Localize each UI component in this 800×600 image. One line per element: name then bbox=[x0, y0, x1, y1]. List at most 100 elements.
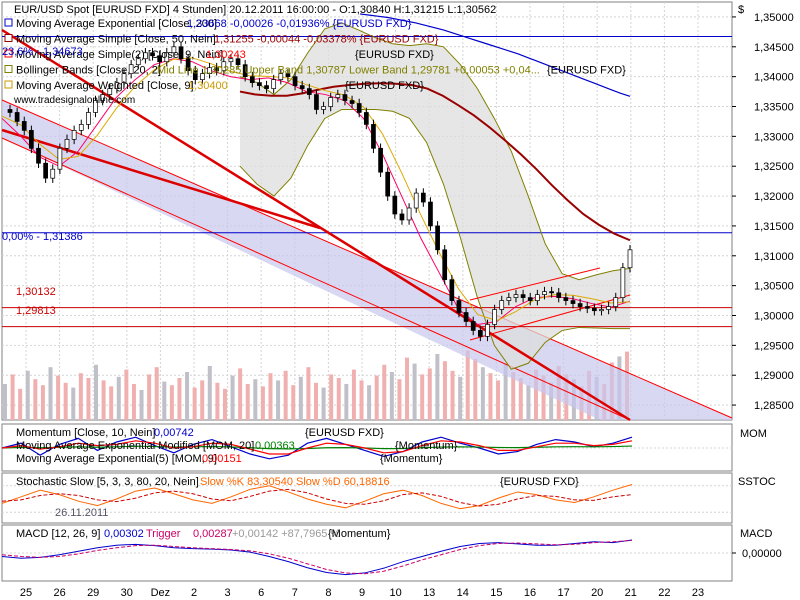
volume-bar bbox=[503, 363, 508, 420]
x-tick-label: 10 bbox=[389, 587, 401, 599]
y-tick-label: 1,31500 bbox=[754, 221, 794, 233]
candle-body bbox=[93, 100, 98, 113]
candle-body bbox=[278, 73, 284, 80]
triangle-lower-line bbox=[469, 294, 631, 341]
y-tick-label: 1,33000 bbox=[754, 131, 794, 143]
legend-value: 1,30400 bbox=[188, 80, 228, 92]
macd-pane-label: MACD bbox=[740, 528, 772, 540]
volume-bar bbox=[329, 374, 334, 420]
x-tick-label: 6 bbox=[258, 587, 264, 599]
legend-swatch bbox=[4, 65, 13, 73]
candle-body bbox=[157, 55, 163, 63]
horizontal-levels bbox=[2, 35, 732, 328]
candle-body bbox=[428, 201, 433, 227]
momentum-pane[interactable] bbox=[1, 423, 733, 472]
bollinger-upper-line bbox=[239, 22, 631, 281]
volume-bar bbox=[215, 382, 220, 420]
y-tick-label: 1,28500 bbox=[754, 400, 794, 412]
candle-body bbox=[21, 121, 27, 131]
volume-bar bbox=[435, 354, 440, 420]
candle-body bbox=[43, 162, 48, 179]
stochastic-legend-value: Slow %K 83,30540 Slow %D 60,18816 bbox=[200, 476, 390, 488]
candle-body bbox=[470, 321, 476, 331]
level-label-lower: 1,29813 bbox=[16, 305, 56, 317]
candle-body bbox=[449, 279, 455, 301]
candle-body bbox=[627, 249, 633, 269]
candle-body bbox=[527, 297, 533, 301]
y-tick-label: 1,29500 bbox=[754, 340, 794, 352]
candle-body bbox=[264, 85, 269, 89]
candle-body bbox=[577, 303, 583, 307]
volume-bar bbox=[397, 379, 402, 420]
x-tick-label: 22 bbox=[658, 587, 670, 599]
x-tick-label: 23 bbox=[692, 587, 704, 599]
candle-body bbox=[335, 94, 341, 98]
volume-bar bbox=[40, 385, 45, 420]
volume-bar bbox=[260, 386, 265, 420]
legend-label: Bollinger Bands [Close, 20, 2] bbox=[16, 65, 161, 77]
volume-bar bbox=[291, 385, 296, 420]
ema200-line bbox=[359, 13, 631, 97]
volume-bar bbox=[412, 363, 417, 420]
y-tick-label: 1,30500 bbox=[754, 281, 794, 293]
momentum-legend-label: Momentum [Close, 10, Nein] bbox=[16, 427, 155, 439]
candle-body bbox=[599, 309, 604, 312]
watermark-text: www.tradesignalonline.com bbox=[13, 95, 135, 106]
x-tick-label: 8 bbox=[325, 587, 331, 599]
legend-swatch bbox=[4, 34, 13, 42]
candle-body bbox=[50, 168, 56, 179]
stochastic-series-line bbox=[1, 484, 633, 510]
volume-bar bbox=[124, 369, 129, 420]
legend-value: Mid Line 1,30285 Upper Band 1,30787 Lowe… bbox=[157, 65, 540, 77]
stochastic-pane-label: SSTOC bbox=[738, 476, 776, 488]
volume-bar bbox=[200, 380, 205, 420]
candle-body bbox=[392, 195, 398, 215]
volume-bar bbox=[169, 385, 174, 420]
y-tick-label: 1,33500 bbox=[754, 102, 794, 114]
channel-lower-line bbox=[1, 137, 631, 421]
candle-body bbox=[549, 291, 554, 294]
macd-trigger-label: Trigger bbox=[146, 528, 181, 540]
volume-bar bbox=[230, 375, 235, 420]
channel-and-bands bbox=[1, 22, 733, 421]
x-tick-label: 20 bbox=[591, 587, 603, 599]
macd-pane[interactable] bbox=[1, 524, 733, 582]
x-tick-label: 7 bbox=[292, 587, 298, 599]
volume-bar bbox=[268, 373, 273, 420]
volume-bar bbox=[131, 384, 136, 420]
x-tick-label: 26 bbox=[53, 587, 65, 599]
momentum-pane-label: MOM bbox=[740, 428, 767, 440]
stochastic-gridlines bbox=[2, 485, 732, 513]
candle-body bbox=[235, 58, 241, 66]
macd-change-value: +0,00142 +87,7965 % bbox=[232, 528, 340, 540]
volume-bar bbox=[245, 384, 250, 420]
volume-bar bbox=[86, 378, 91, 420]
price-pane[interactable] bbox=[1, 1, 733, 581]
stochastic-pane[interactable] bbox=[1, 472, 733, 524]
macd-legend-value: 0,00302 bbox=[104, 528, 144, 540]
candle-body bbox=[506, 297, 512, 301]
volume-bar bbox=[3, 384, 7, 420]
volume-bar bbox=[48, 367, 53, 420]
x-tick-label: 3 bbox=[225, 587, 231, 599]
x-tick-label: 15 bbox=[490, 587, 502, 599]
candle-body bbox=[349, 100, 355, 104]
momentum-series-line bbox=[1, 445, 633, 450]
stochastic-legend-tail: {EURUSD FXD} bbox=[500, 476, 579, 488]
volume-bar bbox=[473, 358, 478, 420]
candle-body bbox=[435, 225, 440, 251]
candle-body bbox=[292, 76, 298, 86]
macd-trigger-value: 0,00287 bbox=[193, 528, 233, 540]
y-tick-label: 1,34500 bbox=[754, 42, 794, 54]
y-tick-label: 1,31000 bbox=[754, 251, 794, 263]
volume-bar bbox=[185, 372, 190, 420]
candle-body bbox=[257, 82, 262, 86]
volume-bar bbox=[321, 387, 326, 420]
volume-bar bbox=[344, 384, 349, 420]
volume-bar bbox=[33, 379, 38, 420]
x-tick-label: 16 bbox=[524, 587, 536, 599]
candle-body bbox=[150, 52, 155, 57]
candle-body bbox=[499, 300, 505, 310]
legend-label: Moving Average Simple [Close, 50, Nein] bbox=[16, 34, 216, 46]
